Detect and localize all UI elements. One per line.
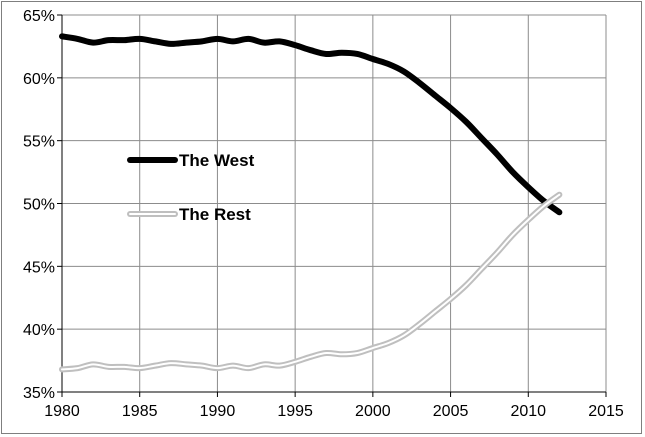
x-tick-label: 2010 [510, 403, 546, 420]
y-tick-label: 55% [23, 134, 55, 151]
axes [57, 14, 607, 397]
y-tick-label: 60% [23, 71, 55, 88]
gridlines [62, 14, 607, 392]
y-tick-label: 40% [23, 322, 55, 339]
x-tick-label: 1990 [200, 403, 236, 420]
x-tick-label: 2000 [355, 403, 391, 420]
series-line-the-rest-inner [61, 193, 561, 371]
y-tick-label: 45% [23, 259, 55, 276]
y-tick-label: 50% [23, 197, 55, 214]
y-tick-label: 65% [23, 8, 55, 25]
x-tick-label: 1995 [277, 403, 313, 420]
legend-label-the-west: The West [179, 151, 255, 170]
series-layer [59, 33, 563, 373]
x-tick-label: 1980 [44, 403, 80, 420]
y-tick-label: 35% [23, 385, 55, 402]
legend-label-the-rest: The Rest [179, 205, 251, 224]
x-tick-label: 2005 [433, 403, 469, 420]
y-tick-labels: 35% 40% 45% 50% 55% 60% 65% [23, 8, 55, 402]
x-tick-labels: 1980 1985 1990 1995 2000 2005 2010 2015 [44, 403, 624, 420]
legend: The West The Rest [127, 151, 255, 224]
series-line-the-west [59, 33, 563, 216]
x-tick-label: 1985 [122, 403, 158, 420]
x-tick-label: 2015 [588, 403, 624, 420]
series-line-the-rest [59, 191, 563, 373]
